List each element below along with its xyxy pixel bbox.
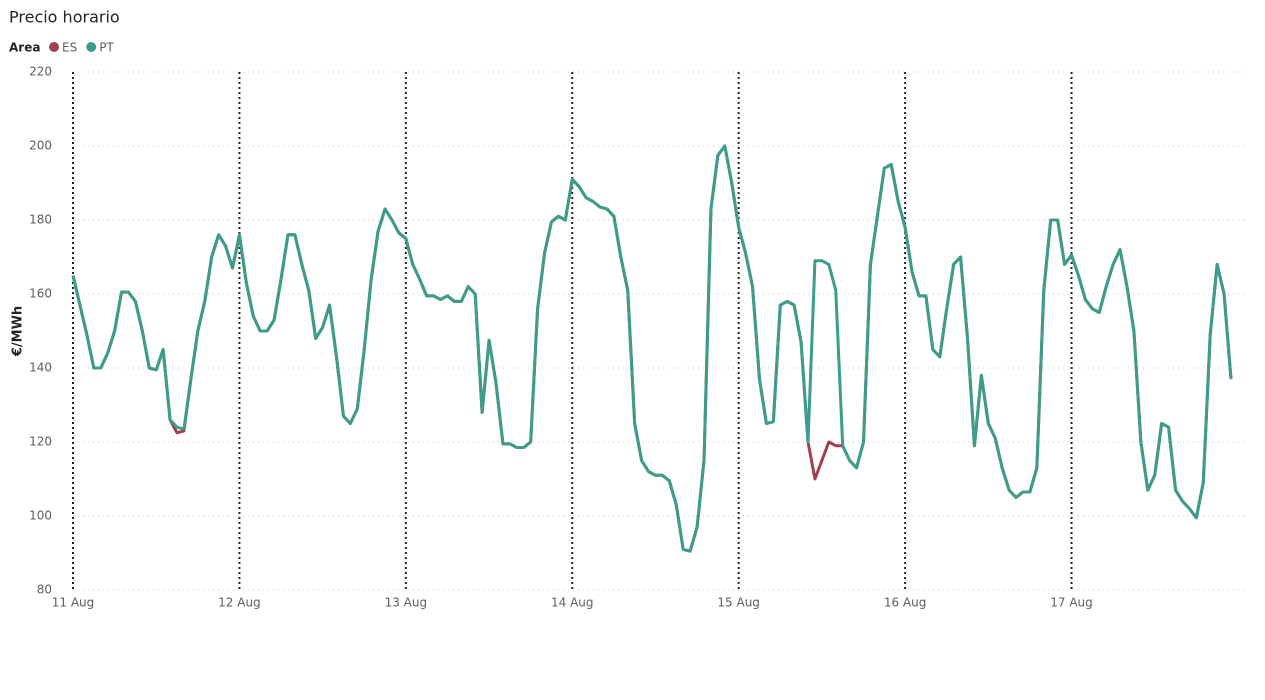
x-tick-label: 17 Aug	[1050, 596, 1093, 610]
x-tick-label: 13 Aug	[385, 596, 428, 610]
y-tick-label: 180	[29, 213, 52, 227]
y-tick-label: 220	[29, 65, 52, 79]
line-series	[71, 144, 1233, 553]
x-tick-label: 14 Aug	[551, 596, 594, 610]
x-tick-label: 15 Aug	[717, 596, 760, 610]
x-tick-label: 16 Aug	[884, 596, 927, 610]
y-tick-label: 100	[29, 509, 52, 523]
legend-marker[interactable]	[49, 42, 59, 52]
y-tick-label: 140	[29, 361, 52, 375]
x-tick-label: 11 Aug	[52, 596, 95, 610]
y-tick-label: 120	[29, 435, 52, 449]
legend-title: Area	[9, 41, 40, 55]
y-tick-label: 80	[37, 583, 52, 597]
legend-label[interactable]: ES	[62, 41, 77, 55]
line-series	[71, 144, 1233, 553]
y-tick-label: 160	[29, 287, 52, 301]
legend-label[interactable]: PT	[99, 41, 114, 55]
y-tick-label: 200	[29, 139, 52, 153]
y-axis-label: €/MWh	[11, 306, 26, 357]
chart-title: Precio horario	[9, 8, 120, 27]
x-tick-label: 12 Aug	[218, 596, 261, 610]
legend-marker[interactable]	[86, 42, 97, 52]
